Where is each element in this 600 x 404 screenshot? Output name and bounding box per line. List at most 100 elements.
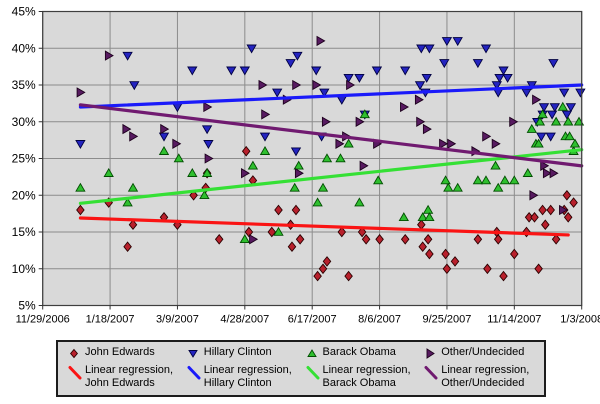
marker-barack-obama — [158, 146, 170, 155]
marker-john-edwards — [244, 226, 254, 238]
marker-john-edwards — [441, 248, 450, 260]
marker-barack-obama — [199, 190, 210, 200]
marker-hillary-clinton — [122, 51, 133, 61]
marker-other-undecided — [204, 153, 214, 164]
marker-barack-obama — [373, 175, 384, 185]
marker-barack-obama — [75, 182, 86, 192]
marker-hillary-clinton — [559, 88, 570, 98]
legend-entry-hillary-clinton: Hillary Clinton Linear regression, Hillary… — [187, 346, 301, 390]
marker-john-edwards — [337, 226, 347, 238]
marker-other-undecided — [203, 101, 213, 113]
y-tick-label: 10% — [12, 262, 36, 276]
marker-john-edwards — [483, 263, 492, 275]
marker-other-undecided — [294, 168, 304, 179]
trendline-swatch-icon — [68, 364, 85, 384]
chart-legend: John Edwards Linear regression, John Edwar… — [56, 340, 546, 397]
marker-other-undecided — [549, 168, 559, 179]
marker-hillary-clinton — [536, 132, 547, 142]
marker-barack-obama — [122, 197, 133, 207]
marker-john-edwards — [423, 233, 433, 245]
marker-hillary-clinton — [502, 73, 513, 83]
marker-hillary-clinton — [575, 88, 586, 98]
marker-other-undecided — [258, 79, 268, 91]
marker-john-edwards — [473, 233, 483, 245]
marker-barack-obama — [533, 138, 544, 148]
marker-hillary-clinton — [285, 59, 296, 69]
marker-barack-obama — [509, 175, 520, 185]
marker-john-edwards — [322, 256, 332, 267]
marker-john-edwards — [551, 233, 561, 245]
marker-john-edwards — [510, 248, 519, 260]
legend-series-label: Barack Obama — [322, 346, 396, 358]
marker-hillary-clinton — [545, 132, 556, 142]
marker-hillary-clinton — [421, 73, 432, 83]
triangle-right-marker-icon — [424, 346, 441, 364]
legend-entry-john-edwards: John Edwards Linear regression, John Edwar… — [68, 346, 182, 390]
diamond-marker-icon — [68, 346, 85, 364]
marker-other-undecided — [122, 123, 132, 135]
marker-hillary-clinton — [414, 81, 426, 91]
marker-other-undecided — [76, 87, 86, 98]
marker-barack-obama — [201, 168, 213, 177]
x-tick-label: 4/28/2007 — [220, 314, 269, 326]
y-tick-label: 35% — [12, 78, 36, 92]
marker-hillary-clinton — [452, 37, 463, 47]
marker-other-undecided — [509, 116, 519, 127]
y-tick-label: 30% — [12, 115, 36, 129]
marker-hillary-clinton — [565, 103, 577, 113]
y-tick-label: 15% — [12, 225, 36, 239]
marker-other-undecided — [540, 160, 550, 171]
marker-hillary-clinton — [371, 66, 383, 76]
marker-other-undecided — [439, 138, 449, 149]
y-tick-label: 20% — [12, 188, 36, 202]
marker-hillary-clinton — [239, 66, 250, 76]
marker-barack-obama — [293, 160, 304, 170]
marker-hillary-clinton — [416, 44, 427, 54]
marker-other-undecided — [312, 79, 322, 91]
marker-barack-obama — [537, 109, 548, 119]
marker-other-undecided — [316, 35, 326, 47]
marker-other-undecided — [249, 234, 259, 245]
marker-john-edwards — [267, 226, 277, 238]
marker-barack-obama — [557, 101, 568, 111]
x-tick-label: 11/29/2006 — [16, 314, 70, 326]
plot-area-svg: 45% 40% 35% 30% 25% 20% 15% 10% 5%11/29/2006 1/18… — [12, 5, 600, 326]
marker-hillary-clinton — [311, 66, 322, 76]
marker-other-undecided — [129, 131, 139, 142]
marker-hillary-clinton — [226, 66, 237, 76]
y-tick-label: 40% — [12, 41, 36, 55]
marker-other-undecided — [532, 94, 542, 105]
marker-other-undecided — [355, 116, 365, 127]
marker-other-undecided — [416, 116, 426, 127]
marker-other-undecided — [482, 131, 492, 142]
marker-hillary-clinton — [424, 44, 435, 54]
trendline-swatch-icon — [306, 364, 323, 384]
marker-barack-obama — [173, 153, 184, 163]
marker-other-undecided — [359, 160, 369, 171]
marker-barack-obama — [343, 138, 354, 148]
marker-john-edwards — [76, 204, 85, 216]
marker-barack-obama — [526, 123, 537, 133]
marker-hillary-clinton — [561, 110, 573, 120]
marker-hillary-clinton — [538, 103, 550, 113]
x-tick-label: 9/25/2007 — [422, 314, 471, 326]
trendline-linear-regression-john-edwards — [78, 216, 570, 237]
marker-john-edwards — [499, 270, 508, 282]
marker-hillary-clinton — [498, 66, 509, 76]
marker-hillary-clinton — [246, 44, 257, 54]
marker-john-edwards — [562, 189, 572, 201]
legend-series-label: John Edwards — [85, 346, 155, 358]
marker-barack-obama — [273, 226, 284, 236]
marker-other-undecided — [447, 138, 457, 149]
marker-barack-obama — [522, 168, 533, 177]
y-tick-label: 25% — [12, 152, 36, 166]
marker-other-undecided — [104, 50, 114, 61]
x-tick-label: 1/3/2008 — [560, 314, 600, 326]
x-tick-label: 1/18/2007 — [86, 314, 135, 326]
marker-john-edwards — [563, 211, 573, 223]
marker-barack-obama — [317, 182, 329, 192]
marker-john-edwards — [418, 241, 427, 253]
marker-barack-obama — [398, 212, 409, 222]
marker-hillary-clinton — [158, 132, 170, 142]
